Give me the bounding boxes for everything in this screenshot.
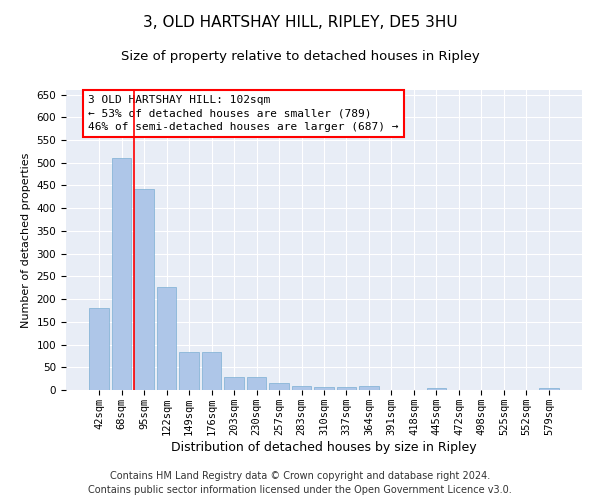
- Bar: [202, 352, 221, 390]
- Bar: [89, 308, 109, 390]
- Y-axis label: Number of detached properties: Number of detached properties: [21, 152, 31, 328]
- Text: Size of property relative to detached houses in Ripley: Size of property relative to detached ho…: [121, 50, 479, 63]
- Bar: [292, 386, 311, 390]
- Bar: [224, 378, 244, 390]
- Text: 3, OLD HARTSHAY HILL, RIPLEY, DE5 3HU: 3, OLD HARTSHAY HILL, RIPLEY, DE5 3HU: [143, 15, 457, 30]
- Bar: [269, 383, 289, 390]
- Bar: [112, 158, 131, 390]
- Bar: [247, 378, 266, 390]
- Text: 3 OLD HARTSHAY HILL: 102sqm
← 53% of detached houses are smaller (789)
46% of se: 3 OLD HARTSHAY HILL: 102sqm ← 53% of det…: [88, 96, 399, 132]
- Bar: [134, 188, 154, 390]
- Bar: [179, 352, 199, 390]
- X-axis label: Distribution of detached houses by size in Ripley: Distribution of detached houses by size …: [171, 440, 477, 454]
- Bar: [314, 387, 334, 390]
- Text: Contains HM Land Registry data © Crown copyright and database right 2024.
Contai: Contains HM Land Registry data © Crown c…: [88, 471, 512, 495]
- Bar: [337, 387, 356, 390]
- Bar: [539, 388, 559, 390]
- Bar: [359, 386, 379, 390]
- Bar: [157, 288, 176, 390]
- Bar: [427, 388, 446, 390]
